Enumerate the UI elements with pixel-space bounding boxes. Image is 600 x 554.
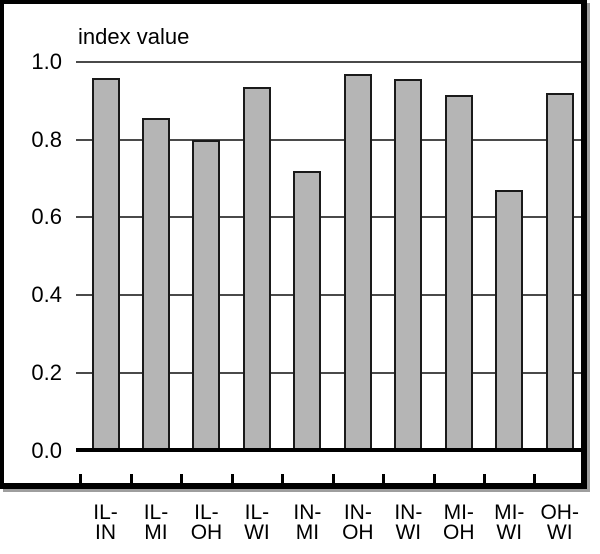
x-tick — [432, 474, 436, 484]
bar-MI-OH — [444, 95, 473, 452]
bar-IN-MI — [293, 170, 322, 452]
x-axis-line — [76, 448, 581, 452]
bar-IN-WI — [394, 79, 423, 452]
x-axis-label-MI-WI: MI- WI — [494, 501, 525, 544]
x-tick — [230, 474, 234, 484]
bar-OH-WI — [545, 93, 574, 452]
x-tick — [483, 474, 487, 484]
chart-frame — [0, 0, 587, 489]
gridline — [76, 216, 581, 219]
y-tick-label: 0.0 — [31, 437, 62, 463]
x-axis-label-IN-WI: IN- WI — [394, 501, 423, 544]
x-axis-label-IL-MI: IL- MI — [143, 501, 169, 544]
bar-MI-WI — [495, 190, 524, 452]
bar-IL-OH — [192, 139, 221, 452]
x-tick — [129, 474, 133, 484]
x-axis-label-IN-OH: IN- OH — [342, 501, 374, 544]
x-axis-label-IN-MI: IN- MI — [293, 501, 322, 544]
x-tick — [533, 474, 537, 484]
y-tick-label: 0.4 — [31, 282, 62, 308]
bar-IL-WI — [242, 87, 271, 452]
x-tick — [331, 474, 335, 484]
gridline — [76, 138, 581, 141]
x-tick — [281, 474, 285, 484]
x-tick — [180, 474, 184, 484]
y-tick-label: 1.0 — [31, 49, 62, 74]
gridline — [76, 371, 581, 374]
x-axis-label-IL-IN: IL- IN — [93, 501, 118, 544]
x-axis-label-IL-WI: IL- WI — [244, 501, 270, 544]
x-tick — [79, 474, 83, 484]
bar-IL-MI — [141, 118, 170, 452]
gridline — [76, 294, 581, 297]
bar-IL-IN — [91, 77, 120, 452]
gridline — [76, 61, 581, 63]
chart-title: index value — [78, 24, 190, 49]
y-tick-label: 0.2 — [31, 359, 62, 385]
x-axis-label-IL-OH: IL- OH — [190, 501, 223, 544]
x-tick — [382, 474, 386, 484]
x-axis-label-MI-OH: MI- OH — [443, 501, 475, 544]
y-tick-label: 0.6 — [31, 204, 62, 230]
y-tick-label: 0.8 — [31, 126, 62, 152]
x-axis-label-OH-WI: OH- WI — [540, 501, 579, 544]
bar-IN-OH — [343, 73, 372, 452]
